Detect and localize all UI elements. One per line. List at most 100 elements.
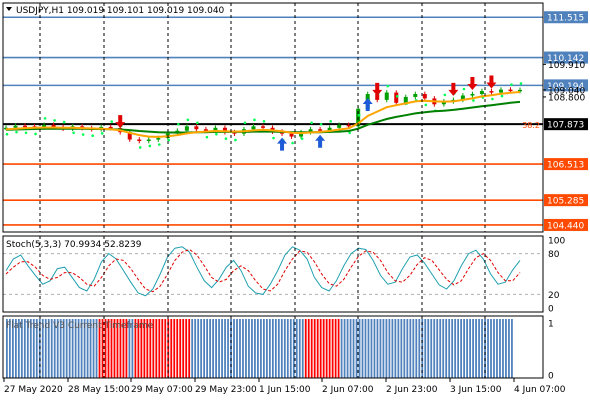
psar-dot-6 xyxy=(62,120,66,124)
candle-body-4 xyxy=(42,124,47,128)
flat-bar-69 xyxy=(212,319,214,378)
flat-bar-65 xyxy=(200,319,203,378)
candle-body-26 xyxy=(251,126,256,130)
flat-bar-134 xyxy=(406,319,409,378)
flat-bar-144 xyxy=(436,319,439,378)
flat-bar-84 xyxy=(257,319,259,378)
flat-bar-3 xyxy=(14,319,17,378)
time-label-0: 27 May 2020 xyxy=(4,385,63,395)
flat-bar-156 xyxy=(472,319,474,378)
flat-bar-143 xyxy=(433,319,436,378)
flat-bar-106 xyxy=(322,319,325,378)
flat-bar-146 xyxy=(442,319,445,378)
flat-bar-58 xyxy=(179,319,182,378)
psar-dot-33 xyxy=(319,122,323,126)
candle-body-22 xyxy=(213,127,218,131)
flat-bar-103 xyxy=(313,319,316,378)
flat-bar-157 xyxy=(475,319,477,378)
arrow-up-2 xyxy=(362,98,373,112)
flat-bar-27 xyxy=(86,319,89,378)
flat-bar-149 xyxy=(451,319,454,378)
candle-body-46 xyxy=(441,101,446,105)
flat-bar-93 xyxy=(283,319,286,378)
flat-bar-44 xyxy=(137,319,140,378)
flat-bar-138 xyxy=(418,319,421,378)
psar-dot-41 xyxy=(395,95,399,98)
flat-bar-102 xyxy=(310,319,313,378)
price-label-bg-0 xyxy=(544,11,588,24)
candle-body-1 xyxy=(13,125,18,128)
flat-bar-90 xyxy=(274,319,277,378)
flat-bar-140 xyxy=(424,319,427,378)
psar-dot-32 xyxy=(310,121,313,125)
candle-body-44 xyxy=(422,94,427,99)
flat-bar-155 xyxy=(469,319,471,378)
flat-bar-85 xyxy=(260,319,262,378)
level-fib-label: 38.2 xyxy=(522,121,540,130)
psar-dot-24 xyxy=(234,138,237,142)
flat-bar-141 xyxy=(427,319,430,378)
flat-bar-162 xyxy=(490,319,492,378)
flat-bar-136 xyxy=(412,319,415,378)
flat-bar-25 xyxy=(80,319,83,378)
flat-bar-10 xyxy=(35,319,38,378)
flat-bar-100 xyxy=(304,319,307,378)
candle-body-34 xyxy=(327,127,332,131)
flat-bar-5 xyxy=(20,319,23,378)
candle-body-42 xyxy=(403,96,408,103)
flat-bar-49 xyxy=(152,319,155,378)
flat-bar-159 xyxy=(481,319,483,378)
flat-bar-28 xyxy=(89,319,92,378)
price-label-bg-9 xyxy=(544,218,588,231)
psar-dot-51 xyxy=(491,97,494,101)
flat-bar-80 xyxy=(245,319,247,378)
flat-bar-161 xyxy=(487,319,489,378)
flat-bar-78 xyxy=(239,319,241,378)
flat-bar-86 xyxy=(263,319,265,378)
price-label-9: 104.440 xyxy=(547,221,584,231)
flat-bar-121 xyxy=(367,319,370,378)
stoch-axis-label-2: 20 xyxy=(548,291,560,301)
flat-bar-61 xyxy=(188,319,191,378)
flat-bar-74 xyxy=(227,319,229,378)
flat-bar-67 xyxy=(206,319,209,378)
flat-bar-167 xyxy=(505,319,507,378)
flat-bar-150 xyxy=(454,319,457,378)
flat-bar-151 xyxy=(457,319,460,378)
flat-bar-46 xyxy=(143,319,146,378)
psar-dot-21 xyxy=(205,135,209,139)
flat-bar-50 xyxy=(155,319,158,378)
flat-bar-21 xyxy=(68,319,71,378)
psar-dot-53 xyxy=(510,83,513,86)
flat-bar-130 xyxy=(394,319,397,378)
psar-dot-7 xyxy=(72,131,75,135)
flat-bar-66 xyxy=(203,319,206,378)
arrow-down-1 xyxy=(372,82,383,96)
psar-dot-17 xyxy=(167,138,171,142)
psar-dot-46 xyxy=(443,93,447,97)
psar-dot-36 xyxy=(348,131,351,135)
time-label-8: 4 Jun 07:00 xyxy=(514,385,566,395)
flat-bar-104 xyxy=(316,319,319,378)
main-frame xyxy=(2,2,544,233)
flat-bar-2 xyxy=(11,319,14,378)
candle-body-23 xyxy=(222,127,227,133)
psar-dot-1 xyxy=(15,130,18,134)
psar-dot-9 xyxy=(91,134,94,138)
psar-dot-3 xyxy=(34,132,37,136)
flat-bar-19 xyxy=(62,319,65,378)
stochastic-panel xyxy=(3,246,543,297)
candle-body-16 xyxy=(156,138,161,140)
axes-layer xyxy=(2,2,544,382)
psar-dot-19 xyxy=(186,118,190,122)
psar-dot-2 xyxy=(24,131,28,135)
flat-bar-129 xyxy=(391,319,394,378)
candle-body-21 xyxy=(203,129,208,131)
price-label-bg-6 xyxy=(544,118,588,131)
flat-bar-22 xyxy=(71,319,74,378)
main-price-panel: 38.2 xyxy=(3,16,543,226)
candle-body-49 xyxy=(470,94,475,96)
psar-dot-0 xyxy=(5,132,9,136)
